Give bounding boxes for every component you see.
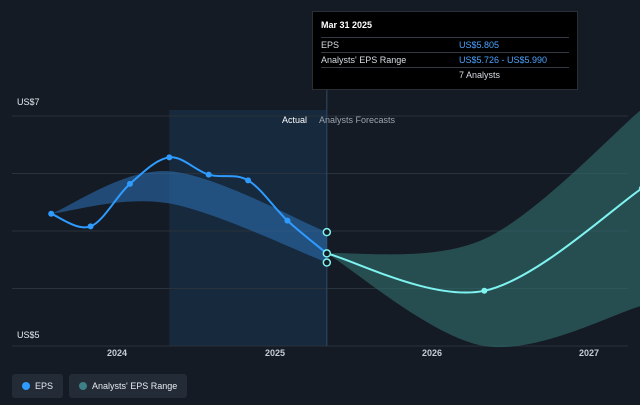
- marker-range-low: [322, 258, 332, 267]
- tooltip-range-label: Analysts' EPS Range: [321, 55, 407, 65]
- x-tick-2025: 2025: [264, 348, 286, 358]
- eps-range-band-forecast: [326, 110, 640, 348]
- eps-point-2: [126, 180, 133, 187]
- x-tick-2026: 2026: [421, 348, 443, 358]
- tooltip-eps-value: US$5.805: [459, 40, 500, 50]
- y-label-top: US$7: [17, 97, 40, 107]
- eps-point-4: [205, 171, 212, 178]
- actual-label: Actual: [282, 115, 308, 125]
- marker-range-high: [322, 227, 332, 237]
- tooltip-row-analysts: 7 Analysts: [321, 67, 569, 82]
- eps-point-5: [245, 177, 252, 184]
- tooltip-analysts-value: 7 Analysts: [459, 70, 501, 80]
- tooltip-row-range: Analysts' EPS Range US$5.726 - US$5.990: [321, 52, 569, 67]
- eps-point-3: [166, 154, 173, 161]
- eps-point-6: [284, 217, 291, 224]
- x-tick-2027: 2027: [578, 348, 600, 358]
- legend-eps-dot-icon: [22, 382, 30, 390]
- tooltip-eps-label: EPS: [321, 40, 340, 50]
- tooltip-date: Mar 31 2025: [321, 20, 373, 30]
- tooltip: Mar 31 2025 EPS US$5.805 Analysts' EPS R…: [312, 11, 578, 90]
- forecast-label: Analysts Forecasts: [319, 115, 396, 125]
- tooltip-range-value: US$5.726 - US$5.990: [459, 55, 548, 65]
- legend-eps[interactable]: EPS: [12, 374, 64, 398]
- legend: EPS Analysts' EPS Range: [12, 374, 188, 398]
- x-tick-2024: 2024: [106, 348, 128, 358]
- eps-point-1: [87, 223, 94, 230]
- eps-point-0: [48, 210, 55, 217]
- tooltip-analysts-label: [321, 68, 459, 82]
- legend-range-label: Analysts' EPS Range: [92, 381, 178, 391]
- forecast-point-2026: [481, 287, 488, 294]
- eps-line: [50, 156, 328, 255]
- legend-range[interactable]: Analysts' EPS Range: [69, 374, 188, 398]
- y-label-bottom: US$5: [17, 330, 40, 340]
- legend-eps-label: EPS: [35, 381, 54, 391]
- tooltip-row-eps: EPS US$5.805: [321, 37, 569, 52]
- legend-range-dot-icon: [79, 382, 88, 390]
- marker-eps: [322, 249, 332, 258]
